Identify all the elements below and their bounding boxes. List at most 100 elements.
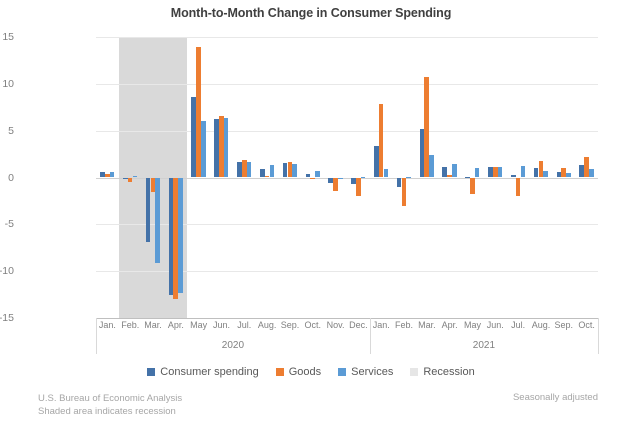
x-tick-label: Jan.: [98, 320, 116, 330]
x-tick-label: Jul.: [511, 320, 526, 330]
legend-swatch-icon: [275, 368, 284, 376]
bar-services: [201, 121, 206, 178]
bar-services: [474, 168, 480, 178]
bar-services: [520, 166, 526, 178]
x-axis-separator: [96, 318, 97, 354]
bar-consumer-spending: [191, 96, 197, 178]
gridline--10: [96, 271, 598, 273]
year-label-2021: 2021: [472, 340, 496, 351]
x-tick-label: Feb.: [395, 320, 414, 330]
x-tick-label: Jul.: [237, 320, 252, 330]
year-label-2020: 2020: [221, 340, 245, 351]
y-tick-label: 10: [2, 77, 14, 90]
bar-services: [543, 170, 548, 178]
bar-consumer-spending: [351, 177, 356, 185]
legend-label: Consumer spending: [160, 366, 259, 378]
bar-goods: [424, 77, 430, 178]
bar-goods: [492, 167, 498, 178]
bar-goods: [401, 177, 407, 206]
bar-services: [269, 165, 275, 178]
x-tick-label: Oct.: [304, 320, 322, 330]
legend-label: Goods: [288, 366, 322, 378]
bar-goods: [105, 173, 110, 178]
x-tick-label: Mar.: [144, 320, 162, 330]
legend-item-goods[interactable]: Goods: [275, 366, 322, 378]
bar-goods: [173, 177, 179, 300]
bar-services: [246, 161, 252, 178]
bar-consumer-spending: [214, 119, 219, 178]
y-tick-label: -15: [0, 312, 14, 324]
bar-consumer-spending: [465, 176, 470, 178]
bar-services: [178, 177, 183, 293]
bar-services: [132, 175, 138, 178]
bar-services: [429, 155, 434, 178]
bar-consumer-spending: [123, 177, 128, 180]
bar-goods: [241, 159, 247, 178]
y-tick-label: 0: [8, 171, 14, 184]
x-tick-label: Oct.: [578, 320, 595, 330]
bar-services: [109, 171, 115, 178]
x-tick-label: May: [463, 320, 481, 330]
x-tick-label: Mar.: [418, 320, 436, 330]
footer-adjustment-note: Seasonally adjusted: [512, 392, 598, 403]
bar-consumer-spending: [396, 177, 402, 187]
bar-services: [315, 170, 320, 178]
bar-goods: [150, 177, 156, 192]
footer-source: U.S. Bureau of Economic Analysis Shaded …: [38, 392, 182, 418]
source-line: U.S. Bureau of Economic Analysis: [38, 393, 183, 404]
bar-services: [223, 118, 229, 178]
x-tick-label: Jun.: [212, 320, 230, 330]
y-tick-label: -10: [0, 265, 14, 278]
bar-consumer-spending: [556, 171, 562, 178]
x-tick-label: Feb.: [121, 320, 140, 330]
legend-item-consumer-spending[interactable]: Consumer spending: [147, 366, 259, 378]
bar-consumer-spending: [237, 161, 242, 178]
x-tick-label: Aug.: [257, 320, 277, 330]
bar-consumer-spending: [259, 169, 265, 178]
legend-item-recession[interactable]: Recession: [410, 366, 475, 378]
gridline-15: [96, 37, 598, 38]
x-tick-label: Jan.: [372, 320, 390, 330]
x-axis-line: [96, 318, 598, 319]
legend-swatch-icon: [147, 368, 156, 376]
bar-services: [588, 169, 594, 178]
x-tick-label: May: [190, 320, 208, 330]
x-axis-separator: [369, 318, 371, 354]
x-tick-label: Jun.: [486, 320, 504, 330]
bar-goods: [219, 115, 224, 178]
bar-services: [292, 164, 297, 178]
plot-area: [96, 37, 598, 319]
bar-services: [337, 177, 343, 180]
x-tick-label: Aug.: [531, 320, 551, 330]
bar-goods: [538, 160, 544, 178]
gridline-5: [96, 130, 598, 132]
chart-legend: Consumer spending Goods Services Recession: [0, 366, 622, 378]
x-tick-label: Dec.: [349, 320, 368, 330]
chart-title: Month-to-Month Change in Consumer Spendi…: [170, 6, 452, 20]
bar-goods: [196, 47, 201, 178]
legend-label: Services: [351, 366, 394, 378]
legend-label: Recession: [423, 366, 475, 378]
bar-consumer-spending: [442, 167, 448, 178]
bar-consumer-spending: [328, 177, 333, 184]
bar-services: [566, 172, 571, 178]
bar-goods: [333, 177, 338, 191]
bar-services: [406, 176, 412, 178]
y-tick-label: 15: [2, 31, 14, 43]
bar-consumer-spending: [100, 171, 105, 178]
x-axis-separator: [598, 318, 599, 354]
legend-item-services[interactable]: Services: [338, 366, 393, 378]
bar-services: [155, 177, 161, 263]
bar-goods: [515, 177, 521, 197]
bar-goods: [378, 103, 384, 178]
bar-services: [383, 169, 389, 178]
bar-consumer-spending: [533, 168, 539, 178]
bar-services: [360, 176, 366, 178]
gridline-0: [96, 177, 598, 179]
bar-goods: [356, 177, 361, 197]
bar-consumer-spending: [145, 177, 151, 243]
bar-consumer-spending: [374, 145, 379, 178]
x-tick-label: Apr.: [441, 320, 458, 330]
legend-swatch-icon: [338, 368, 347, 376]
x-tick-label: Sep.: [554, 320, 574, 330]
